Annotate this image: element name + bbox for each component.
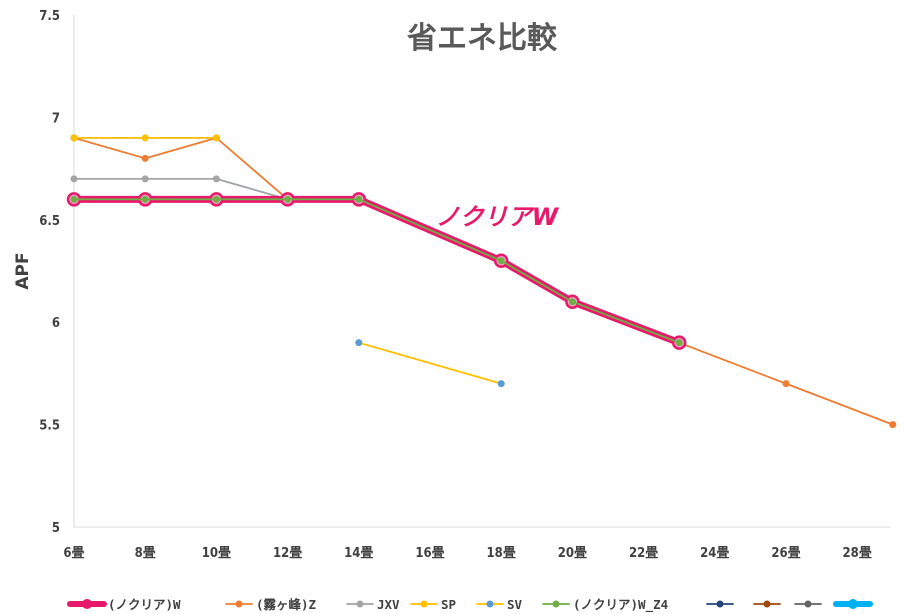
legend-label: SV — [507, 597, 523, 612]
legend-label: (霧ヶ峰)Z — [256, 597, 317, 612]
series-layer — [66, 134, 897, 429]
legend-swatch-marker — [848, 599, 858, 609]
legend-label: JXV — [377, 597, 400, 612]
data-point — [889, 421, 897, 429]
y-tick-label: 7 — [52, 111, 60, 126]
series-line — [358, 341, 502, 385]
axes: 5 5.5 6 6.5 7 7.5 6畳 8畳 10畳 12畳 14畳 16畳 18畳 20畳 22畳 24畳… — [39, 9, 890, 561]
x-tick-label: 28畳 — [843, 546, 872, 561]
y-tick-label: 5 — [52, 521, 60, 536]
data-point — [497, 257, 505, 265]
data-point — [70, 175, 78, 183]
y-tick-label: 6.5 — [39, 214, 60, 229]
series-line — [74, 198, 680, 344]
x-tick-label: 8畳 — [135, 546, 156, 561]
legend-swatch-marker — [235, 600, 243, 608]
legend-label: (ノクリア)W_Z4 — [573, 597, 668, 613]
series-line — [74, 195, 681, 346]
x-tick-label: 10畳 — [202, 546, 231, 561]
series-line — [73, 136, 894, 426]
y-axis-title: APF — [13, 252, 33, 289]
x-tick-label: 12畳 — [273, 546, 302, 561]
data-point — [141, 195, 149, 203]
data-point — [355, 339, 363, 347]
legend-swatch-marker — [356, 600, 364, 608]
legend-swatch-marker — [552, 600, 560, 608]
x-tick-label: 18畳 — [487, 546, 516, 561]
legend-swatch-marker — [82, 599, 92, 609]
annotation-label: ノクリアW — [436, 203, 560, 231]
data-point — [497, 380, 505, 388]
data-point — [70, 134, 78, 142]
data-point — [284, 195, 292, 203]
data-point — [568, 298, 576, 306]
y-tick-label: 7.5 — [39, 9, 60, 24]
legend-swatch-marker — [716, 600, 724, 608]
data-point — [70, 195, 78, 203]
x-tick-label: 16畳 — [415, 546, 444, 561]
data-point — [675, 339, 683, 347]
legend-swatch-marker — [420, 600, 428, 608]
legend-swatch-marker — [763, 600, 771, 608]
chart-title: 省エネ比較 — [407, 21, 558, 56]
y-tick-label: 5.5 — [39, 419, 60, 434]
x-tick-label: 6畳 — [63, 546, 84, 561]
legend-swatch-marker — [486, 600, 494, 608]
data-point — [355, 195, 363, 203]
x-tick-label: 24畳 — [700, 546, 729, 561]
legend-swatch-marker — [804, 600, 812, 608]
x-tick-label: 26畳 — [771, 546, 800, 561]
data-point — [212, 195, 220, 203]
data-point — [212, 175, 220, 183]
data-point — [212, 134, 220, 142]
legend-label: SP — [441, 597, 456, 612]
x-tick-label: 20畳 — [558, 546, 587, 561]
x-tick-label: 22畳 — [629, 546, 658, 561]
legend-label: (ノクリア)W — [108, 597, 181, 612]
data-point — [141, 175, 149, 183]
y-tick-label: 6 — [52, 316, 60, 331]
data-point — [141, 134, 149, 142]
data-point — [141, 154, 149, 162]
data-point — [782, 380, 790, 388]
legend: (ノクリア)W (霧ヶ峰)Z JXV SP SV (ノクリア)W_Z4 — [67, 597, 873, 613]
x-tick-label: 14畳 — [344, 546, 373, 561]
